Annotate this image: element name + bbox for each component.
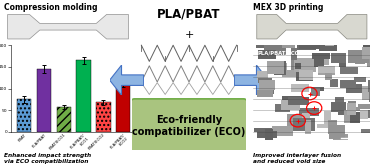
Bar [361, 129, 370, 133]
Bar [299, 70, 313, 80]
Bar [281, 100, 300, 110]
Bar [282, 70, 301, 77]
Bar [318, 66, 335, 73]
Text: PLA/PBAT: PLA/PBAT [157, 8, 221, 21]
Bar [305, 120, 311, 134]
Bar [312, 53, 330, 59]
Bar [330, 79, 338, 87]
Bar [257, 131, 277, 138]
Bar [291, 48, 297, 60]
Bar [346, 84, 363, 93]
Bar [282, 34, 294, 48]
Bar [348, 101, 356, 112]
Bar [351, 107, 360, 111]
Bar [358, 104, 370, 109]
Bar [299, 43, 320, 49]
Bar [302, 113, 310, 120]
Bar [294, 58, 316, 72]
Bar [339, 60, 346, 67]
FancyBboxPatch shape [130, 99, 248, 155]
Polygon shape [110, 65, 144, 95]
Bar [345, 112, 360, 123]
Bar [348, 50, 359, 55]
Bar [296, 71, 313, 81]
Bar [355, 77, 366, 81]
Bar [347, 103, 356, 115]
Bar [268, 80, 274, 94]
Bar [348, 50, 369, 63]
Bar [293, 118, 315, 131]
Bar [324, 111, 332, 125]
Bar [333, 134, 347, 140]
Bar [325, 73, 332, 80]
Bar [291, 84, 309, 92]
Bar [271, 126, 293, 136]
Bar [264, 44, 286, 55]
Bar [331, 53, 346, 63]
Bar [355, 51, 364, 64]
Text: Improved interlayer fusion
and reduced void size: Improved interlayer fusion and reduced v… [253, 153, 341, 164]
Bar [325, 37, 334, 46]
Bar [291, 58, 308, 71]
Bar [338, 104, 344, 115]
Bar [287, 114, 310, 126]
Bar [282, 96, 302, 102]
Text: +: + [184, 30, 194, 40]
Bar [331, 102, 346, 112]
Bar [258, 50, 276, 59]
Bar [318, 69, 335, 75]
Polygon shape [234, 65, 268, 95]
Bar [369, 90, 378, 102]
Bar [257, 78, 272, 83]
Bar [340, 67, 358, 74]
Bar [312, 53, 329, 65]
Bar [363, 47, 376, 59]
Bar [275, 104, 290, 113]
Bar [314, 57, 324, 67]
Bar [267, 63, 287, 73]
Bar [299, 108, 319, 116]
Bar [367, 53, 378, 67]
Bar [267, 61, 284, 74]
PathPatch shape [8, 15, 129, 39]
Bar [317, 124, 337, 128]
Bar [116, 83, 130, 132]
Bar [256, 42, 276, 48]
Bar [295, 63, 301, 68]
Bar [303, 59, 324, 63]
Bar [76, 60, 91, 132]
Bar [297, 40, 316, 50]
Bar [37, 69, 51, 132]
Bar [319, 41, 336, 51]
Text: Compression molding: Compression molding [4, 3, 97, 12]
Bar [328, 120, 337, 134]
Bar [311, 88, 320, 96]
PathPatch shape [257, 15, 367, 39]
Bar [254, 128, 272, 132]
Bar [328, 125, 345, 139]
Bar [257, 71, 268, 80]
Bar [274, 61, 287, 75]
Bar [265, 129, 273, 140]
Bar [57, 107, 71, 132]
Bar [257, 90, 273, 97]
Text: Eco-friendly
compatibilizer (ECO): Eco-friendly compatibilizer (ECO) [132, 115, 246, 137]
Bar [340, 80, 356, 88]
Bar [335, 97, 344, 102]
Bar [364, 42, 378, 50]
Text: PLA/PBAT/ECO: PLA/PBAT/ECO [258, 51, 300, 56]
Bar [344, 110, 350, 123]
Text: Enhanced impact strength
via ECO compatibilization: Enhanced impact strength via ECO compati… [4, 153, 91, 164]
Text: MEX 3D printing: MEX 3D printing [253, 3, 324, 12]
Bar [362, 86, 378, 101]
Bar [311, 87, 324, 91]
Bar [325, 121, 336, 128]
Bar [368, 80, 378, 92]
Bar [96, 102, 111, 132]
Bar [288, 97, 308, 105]
Bar [259, 80, 275, 91]
Bar [17, 99, 31, 132]
Bar [360, 110, 368, 119]
Bar [366, 111, 378, 118]
